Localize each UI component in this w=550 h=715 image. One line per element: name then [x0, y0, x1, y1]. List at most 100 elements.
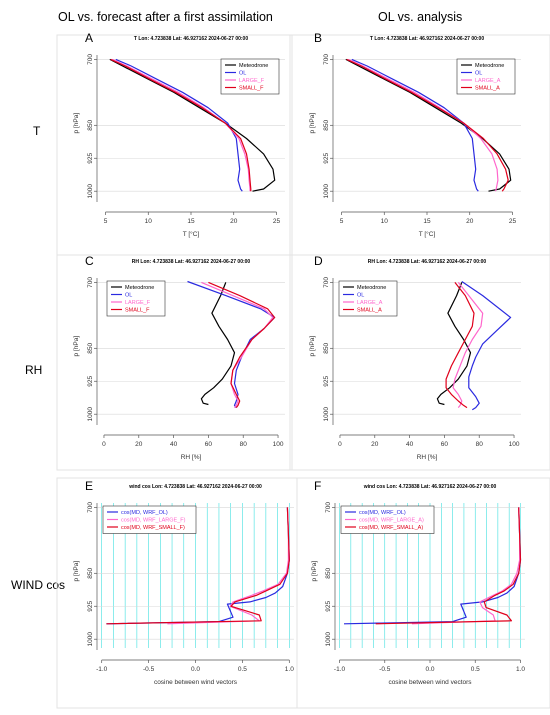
- x-axis-label: RH [%]: [181, 454, 202, 461]
- x-tick-label: 1.0: [285, 666, 294, 673]
- y-axis-label: p [hPa]: [73, 336, 80, 357]
- series-line-large-f: [201, 281, 274, 408]
- x-tick-label: 80: [476, 441, 484, 448]
- x-tick-label: -0.5: [143, 666, 155, 673]
- y-tick-label: 700: [87, 502, 94, 513]
- legend-box: [338, 280, 398, 317]
- chart-title: wind cos Lon: 4.723838 Lat: 46.927162 20…: [363, 484, 497, 490]
- y-tick-label: 850: [323, 120, 330, 131]
- x-tick-label: 10: [145, 218, 153, 225]
- chart-c: C RH Lon: 4.723838 Lat: 46.927162 2024-06…: [56, 254, 293, 471]
- chart-a: A T Lon: 4.723838 Lat: 46.927162 2024-06-…: [56, 31, 293, 256]
- series-line-meteodrone: [200, 282, 236, 406]
- y-tick-label: 700: [87, 277, 94, 288]
- series-line-cos-md-wrf-large-f: [167, 507, 289, 625]
- x-tick-label: 1.0: [516, 666, 525, 673]
- y-tick-label: 925: [87, 600, 94, 611]
- panel-frame: [56, 34, 293, 256]
- x-tick-label: 15: [187, 218, 195, 225]
- y-tick-label: 925: [325, 600, 332, 611]
- x-tick-label: 0.5: [238, 666, 247, 673]
- legend-entry: LARGE_F: [125, 300, 151, 306]
- series-line-ol: [351, 58, 479, 192]
- chart-title: RH Lon: 4.723838 Lat: 46.927162 2024-06-…: [132, 259, 251, 265]
- y-tick-label: 1000: [325, 632, 332, 647]
- y-tick-label: 925: [87, 152, 94, 163]
- x-tick-label: 0: [338, 441, 342, 448]
- legend-entry: cos(MD, WRF_SMALL_F): [121, 525, 185, 531]
- panel-frame: [289, 34, 550, 256]
- series-line-small-f: [110, 58, 252, 192]
- chart-title: T Lon: 4.723838 Lat: 46.927162 2024-06-2…: [134, 36, 248, 42]
- legend-entry: cos(MD, WRF_SMALL_A): [359, 525, 423, 531]
- x-tick-label: 20: [371, 441, 379, 448]
- y-tick-label: 850: [323, 343, 330, 354]
- x-tick-label: 20: [466, 218, 474, 225]
- chart-d: D RH Lon: 4.723838 Lat: 46.927162 2024-06…: [289, 254, 550, 471]
- legend-box: [340, 505, 435, 534]
- legend-entry: LARGE_A: [475, 78, 501, 84]
- series-line-ol: [187, 280, 276, 408]
- x-tick-label: 80: [240, 441, 248, 448]
- x-tick-label: 15: [423, 218, 431, 225]
- legend-entry: OL: [475, 71, 482, 77]
- legend-entry: Meteodrone: [475, 63, 504, 69]
- panel-letter: D: [314, 254, 323, 268]
- panel-frame: [296, 477, 550, 709]
- row-label-wind-cos: WIND cos: [11, 578, 65, 592]
- legend-entry: cos(MD, WRF_LARGE_A): [359, 518, 424, 524]
- x-tick-label: 25: [273, 218, 281, 225]
- series-line-ol: [115, 58, 243, 192]
- chart-title: RH Lon: 4.723838 Lat: 46.927162 2024-06-…: [368, 259, 487, 265]
- x-tick-label: 5: [340, 218, 344, 225]
- series-line-ol: [461, 281, 512, 411]
- x-tick-label: 40: [170, 441, 178, 448]
- legend-entry: cos(MD, WRF_OL): [121, 510, 168, 516]
- y-axis-label: p [hPa]: [73, 561, 80, 582]
- x-tick-label: 20: [230, 218, 238, 225]
- y-tick-label: 1000: [87, 184, 94, 199]
- x-tick-label: 20: [135, 441, 143, 448]
- series-line-meteodrone: [109, 58, 276, 192]
- series-line-small-a: [445, 282, 475, 409]
- series-line-cos-md-wrf-small-a: [375, 507, 522, 625]
- y-tick-label: 700: [323, 54, 330, 65]
- y-tick-label: 925: [323, 375, 330, 386]
- column-header-left: OL vs. forecast after a first assimilati…: [58, 10, 273, 24]
- legend-entry: cos(MD, WRF_LARGE_F): [121, 518, 186, 524]
- series-line-large-a: [452, 282, 484, 408]
- series-line-large-f: [112, 58, 251, 192]
- row-label-t: T: [33, 124, 41, 138]
- y-axis-label: p [hPa]: [309, 336, 316, 357]
- y-tick-label: 925: [87, 375, 94, 386]
- panel-letter: B: [314, 31, 322, 45]
- y-tick-label: 925: [323, 152, 330, 163]
- legend-box: [106, 280, 166, 317]
- y-tick-label: 700: [325, 502, 332, 513]
- panel-frame: [56, 477, 298, 709]
- x-tick-label: -0.5: [379, 666, 391, 673]
- x-tick-label: 0.5: [471, 666, 480, 673]
- series-line-meteodrone: [345, 58, 512, 192]
- y-tick-label: 1000: [87, 407, 94, 422]
- x-axis-label: cosine between wind vectors: [388, 679, 472, 686]
- series-line-cos-md-wrf-ol: [106, 507, 290, 625]
- y-tick-label: 850: [87, 343, 94, 354]
- series-line-small-a: [346, 58, 509, 192]
- x-axis-label: cosine between wind vectors: [154, 679, 238, 686]
- y-tick-label: 850: [87, 120, 94, 131]
- panel-letter: C: [85, 254, 94, 268]
- legend-entry: LARGE_F: [239, 78, 265, 84]
- panel-frame: [56, 254, 293, 471]
- legend-entry: SMALL_A: [475, 86, 500, 92]
- legend-entry: OL: [357, 293, 364, 299]
- y-axis-label: p [hPa]: [311, 561, 318, 582]
- x-tick-label: 0.0: [425, 666, 434, 673]
- series-line-cos-md-wrf-ol: [343, 507, 522, 625]
- legend-entry: OL: [125, 293, 132, 299]
- legend-entry: SMALL_F: [125, 308, 150, 314]
- x-axis-label: T [°C]: [419, 230, 436, 238]
